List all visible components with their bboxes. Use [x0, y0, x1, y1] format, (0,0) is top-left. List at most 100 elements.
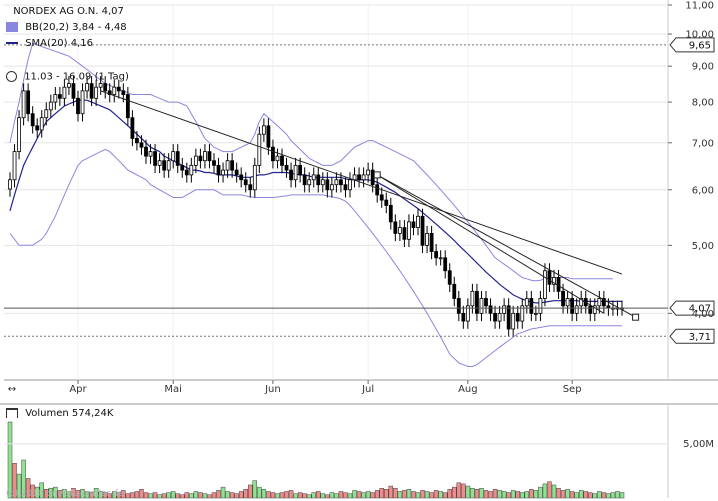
volume-bar — [107, 493, 112, 499]
candle-body — [524, 298, 529, 307]
volume-bar — [325, 494, 330, 499]
candle-body — [443, 257, 448, 272]
legend-volume-value: 574,24K — [71, 408, 114, 419]
volume-bar — [597, 491, 602, 499]
x-tick-label: Jul — [361, 384, 374, 395]
candle-body — [379, 194, 384, 201]
candle-body — [579, 298, 584, 307]
volume-bar — [365, 491, 371, 499]
volume-bar — [374, 490, 380, 499]
legend-bb: BB(20,2) 3,84 - 4,48 — [6, 22, 127, 34]
volume-bar — [556, 487, 561, 499]
candle-body — [216, 164, 221, 176]
volume-bar — [461, 483, 466, 499]
candle-body — [565, 298, 570, 307]
candle-body — [434, 251, 439, 259]
candle-body — [375, 184, 380, 196]
volume-bar — [347, 493, 353, 499]
candle-body — [325, 179, 330, 191]
sma-path — [9, 99, 622, 304]
candle-body — [57, 94, 62, 99]
candle-body — [184, 169, 189, 176]
volume-bar — [257, 486, 262, 499]
volume-bar — [393, 487, 398, 499]
volume-bar — [252, 480, 258, 499]
volume-bar — [424, 491, 430, 499]
legend-title: NORDEX AG O.N. 4,07 — [6, 6, 124, 18]
trendline — [376, 174, 605, 314]
volume-bar — [62, 489, 67, 499]
candle-body — [497, 312, 502, 322]
volume-bar — [316, 491, 321, 499]
volume-bar — [388, 485, 394, 499]
candle-body — [8, 179, 12, 190]
x-tick-label: Sep — [563, 384, 582, 395]
candle-body — [62, 86, 67, 99]
volume-bar — [538, 486, 543, 499]
legend-bb-label: BB(20,2) — [25, 22, 69, 33]
volume-bar — [166, 492, 171, 499]
candle-body — [271, 146, 275, 162]
candle-body — [35, 125, 40, 131]
volume-bar — [306, 494, 312, 499]
candle-body — [103, 83, 108, 92]
volume-bar — [93, 487, 99, 499]
candle-body — [320, 179, 325, 186]
candle-body — [411, 221, 416, 228]
candle-body — [144, 146, 148, 157]
candlesticks — [8, 76, 624, 337]
price-axis: 11,00 10,00 9,00 8,00 7,00 6,00 5,00 4,00 — [668, 1, 714, 320]
trendline-handle — [373, 171, 381, 179]
candle-body — [456, 298, 461, 314]
volume-icon — [6, 408, 18, 418]
volume-bar — [261, 489, 267, 499]
candle-body — [388, 205, 393, 223]
volume-bar — [125, 493, 131, 499]
candle-body — [89, 83, 94, 99]
candle-body — [148, 151, 153, 157]
volume-bar — [157, 494, 162, 499]
volume-bar — [25, 478, 31, 499]
candle-body — [420, 215, 425, 246]
candle-body — [157, 160, 162, 166]
volume-bar — [406, 489, 412, 499]
candle-body — [393, 221, 398, 234]
volume-bar — [320, 493, 326, 499]
volume-bar — [619, 492, 625, 499]
volume-bar — [98, 491, 103, 499]
candle-body — [248, 184, 253, 191]
volume-bar — [402, 490, 407, 499]
volume-bar — [479, 487, 484, 499]
volume-bar — [148, 493, 153, 499]
candle-body — [529, 298, 534, 314]
volume-bar — [84, 491, 90, 499]
volume-bar — [488, 491, 493, 499]
candle-body — [515, 312, 520, 322]
volume-bar — [574, 492, 579, 499]
candle-body — [311, 174, 316, 181]
y-tick-label: 4,00 — [692, 309, 714, 320]
volume-bar — [189, 493, 194, 499]
sma-swatch — [6, 42, 18, 44]
candle-body — [71, 83, 76, 99]
volume-bar — [415, 492, 421, 499]
volume-bar — [39, 482, 44, 499]
candle-body — [384, 199, 389, 206]
volume-bar — [229, 492, 235, 499]
volume-bar — [610, 492, 616, 499]
candle-body — [298, 164, 303, 176]
volume-bar — [483, 490, 489, 499]
candle-body — [416, 215, 420, 228]
candle-body — [180, 164, 185, 171]
volume-bars — [7, 421, 625, 499]
volume-bar — [569, 491, 575, 499]
candle-body — [39, 117, 44, 131]
volume-bar — [497, 490, 502, 499]
price-tag-label: 9,65 — [689, 40, 711, 51]
candle-body — [475, 290, 479, 314]
volume-bar — [438, 491, 443, 499]
legend-volume-label: Volumen — [25, 408, 69, 419]
candle-body — [357, 174, 361, 181]
candle-body — [334, 179, 339, 186]
